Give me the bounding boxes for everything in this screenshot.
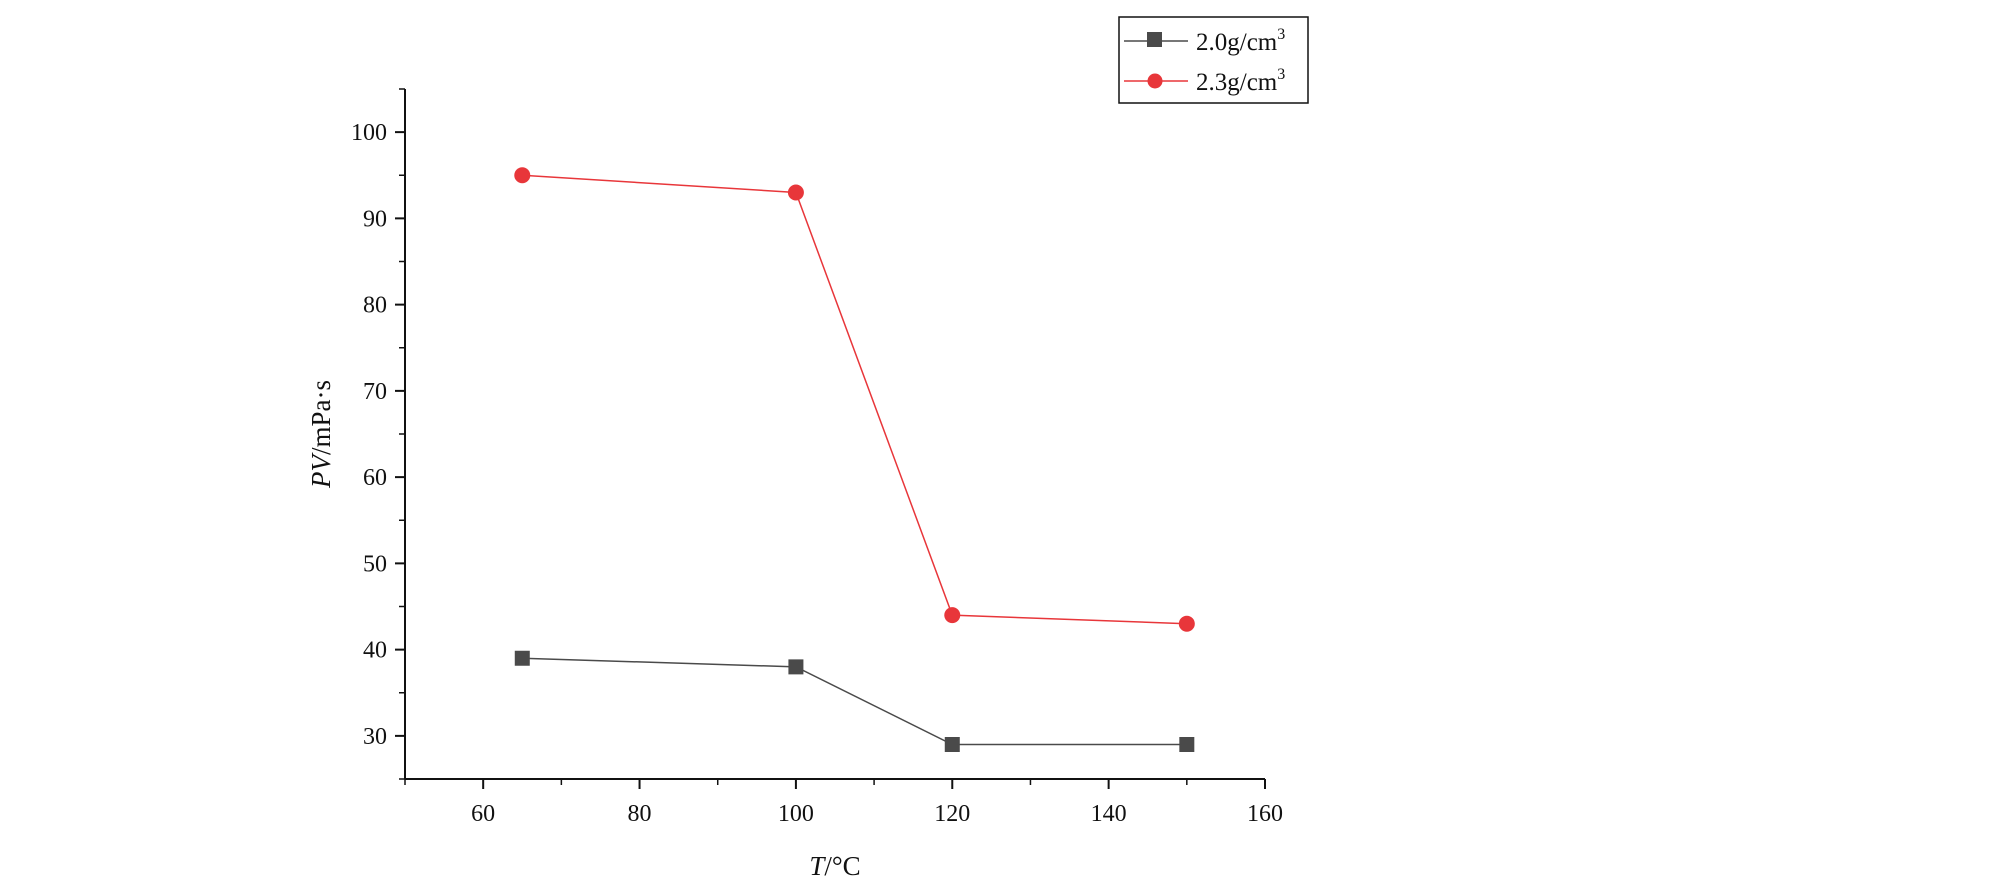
y-axis-title: PV/mPa·s [306,380,336,489]
x-tick-label: 80 [628,801,652,827]
axes [404,89,1265,780]
data-point-series-2 [1178,615,1195,632]
x-tick-label: 160 [1247,801,1283,827]
y-tick-label: 50 [363,551,387,577]
x-tick-label: 60 [471,801,495,827]
x-tick-label: 140 [1091,801,1127,827]
y-tick-label: 30 [363,724,387,750]
legend-marker-series-2 [1147,73,1163,89]
legend-box [1118,16,1309,104]
x-axis-title: T/°C [809,851,860,881]
data-point-series-1 [1179,737,1195,752]
legend: 2.0g/cm3 2.3g/cm3 [1118,16,1309,104]
x-ticks: 60 80 100 120 140 160 [404,779,1283,827]
legend-label-series-1: 2.0g/cm3 [1196,26,1285,56]
y-ticks: 30 40 50 60 70 80 90 100 [351,88,405,780]
y-tick-label: 40 [363,638,387,664]
y-tick-label: 100 [351,120,387,146]
x-tick-label: 100 [778,801,814,827]
series-line-1 [522,657,1187,746]
data-point-series-1 [944,737,960,752]
series-group [514,167,1195,752]
y-tick-label: 80 [363,293,387,319]
legend-label-series-2: 2.3g/cm3 [1196,66,1285,96]
y-tick-label: 90 [363,206,387,232]
series-line-2 [522,174,1187,625]
data-point-series-1 [788,659,804,675]
legend-marker-series-1 [1147,32,1162,47]
data-point-series-2 [787,184,804,201]
data-point-series-2 [944,607,961,624]
y-tick-label: 70 [363,379,387,405]
y-tick-label: 60 [363,465,387,491]
x-tick-label: 120 [934,801,970,827]
data-point-series-2 [514,167,531,184]
data-point-series-1 [514,650,530,666]
